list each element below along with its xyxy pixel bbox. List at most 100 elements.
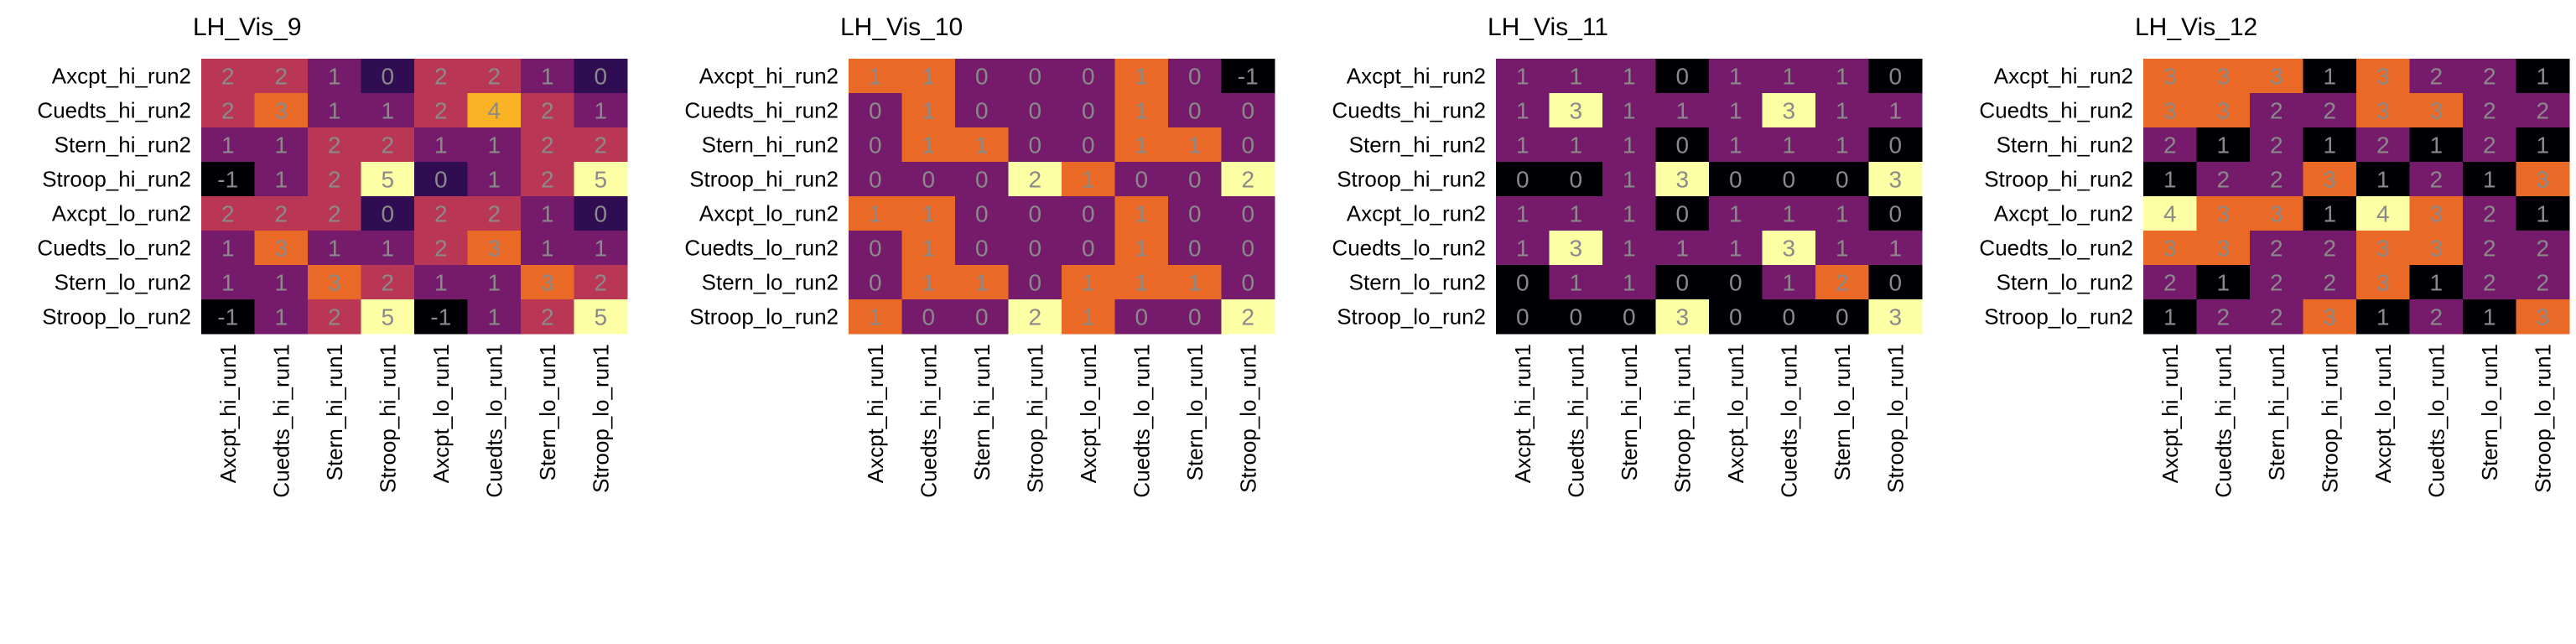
heatmap-cell [955,127,1009,163]
cell-value: 3 [2536,167,2549,193]
cell-value: -1 [1238,64,1259,90]
cell-value: 1 [1675,98,1689,124]
cell-value: 3 [2429,236,2443,262]
heatmap-cell [574,231,628,266]
cell-value: 1 [1782,270,1795,296]
heatmap-cell [1062,196,1115,231]
x-tick-label: Cuedts_hi_run1 [268,344,293,498]
cell-value: 1 [1082,304,1095,330]
cell-value: 0 [1028,64,1041,90]
heatmap-cell [254,196,309,231]
heatmap-cell [414,265,468,300]
x-tick-label: Stern_lo_run1 [2477,344,2502,480]
heatmap-cell [254,59,309,94]
heatmap-cell [2409,93,2464,128]
heatmap-cell [1868,59,1923,94]
cell-value: 0 [434,167,448,193]
cell-value: 1 [922,98,935,124]
cell-value: 0 [1241,132,1254,158]
cell-value: 0 [1888,270,1902,296]
cell-value: 2 [594,270,607,296]
heatmap-cell [361,127,415,163]
x-tick-label: Axcpt_lo_run1 [428,344,454,483]
cell-value: 3 [2216,64,2230,90]
heatmap-cell [2516,196,2570,231]
cell-value: 1 [1623,167,1636,193]
heatmap-cell [955,59,1009,94]
x-tick-label: Stern_lo_run1 [1830,344,1855,480]
cell-value: 1 [2163,304,2177,330]
cell-value: 0 [922,304,935,330]
x-tick-label: Axcpt_lo_run1 [1723,344,1748,483]
cell-value: 0 [1028,236,1041,262]
cell-value: 3 [1782,236,1795,262]
x-tick-label: Axcpt_hi_run1 [2158,344,2183,483]
heatmap-cell [849,231,902,266]
heatmap-cell [1602,231,1656,266]
cell-value: 3 [541,270,554,296]
heatmap-cell [1168,59,1222,94]
cell-value: 3 [1782,98,1795,124]
cell-value: 0 [1188,201,1202,227]
cell-value: 2 [381,270,394,296]
heatmap-cell [1008,196,1062,231]
cell-value: 2 [2536,236,2549,262]
heatmap-cell [1655,93,1710,128]
heatmap-cell [308,265,361,300]
heatmap-cell [361,231,415,266]
heatmap-cell [1868,265,1923,300]
cell-value: 1 [922,64,935,90]
heatmap-cell [201,265,255,300]
heatmap-cell [901,127,956,163]
cell-value: 1 [922,132,935,158]
panel-title: LH_Vis_12 [2135,13,2257,41]
heatmap-cell [2463,196,2516,231]
heatmap-cell [1496,299,1550,335]
heatmap-cell [308,196,361,231]
heatmap-cell [467,265,522,300]
heatmap-cell [414,162,468,197]
x-tick-label: Axcpt_lo_run1 [2371,344,2396,483]
cell-value: 1 [221,270,235,296]
cell-value: 1 [1569,64,1582,90]
heatmap-cell [1496,196,1550,231]
heatmap-cell [2303,59,2357,94]
x-tick-label: Cuedts_hi_run1 [2210,344,2236,498]
cell-value: 1 [1729,132,1742,158]
cell-value: 4 [487,98,501,124]
cell-value: 3 [2216,201,2230,227]
y-tick-label: Stroop_hi_run2 [1984,167,2133,192]
heatmap-cell [849,127,902,163]
cell-value: 2 [328,201,341,227]
heatmap-cell [1008,299,1062,335]
cell-value: 3 [2216,98,2230,124]
cell-value: 0 [1675,201,1689,227]
heatmap-cell [2143,59,2197,94]
heatmap-cell [1655,231,1710,266]
heatmap-cell [955,93,1009,128]
heatmap-cell [2196,162,2251,197]
heatmap-cell [2250,265,2303,300]
heatmap-cell [1549,162,1603,197]
heatmap-cell [1114,93,1169,128]
cell-value: 2 [541,304,554,330]
cell-value: 0 [1729,304,1742,330]
heatmap-cell [414,93,468,128]
cell-value: 1 [1623,236,1636,262]
heatmap-cell [2196,265,2251,300]
heatmap-cell [1114,196,1169,231]
heatmap-cell [1549,93,1603,128]
cell-value: 2 [1241,304,1254,330]
cell-value: 3 [1675,304,1689,330]
cell-value: 2 [381,132,394,158]
cell-value: 2 [2483,201,2496,227]
y-tick-label: Stroop_lo_run2 [42,304,191,330]
cell-value: 0 [1516,270,1530,296]
heatmap-cell [1221,265,1275,300]
cell-value: 1 [274,167,288,193]
cell-value: 1 [1569,270,1582,296]
heatmap-cell [1549,231,1603,266]
y-tick-label: Stern_lo_run2 [1349,270,1486,295]
cell-value: 2 [2483,132,2496,158]
